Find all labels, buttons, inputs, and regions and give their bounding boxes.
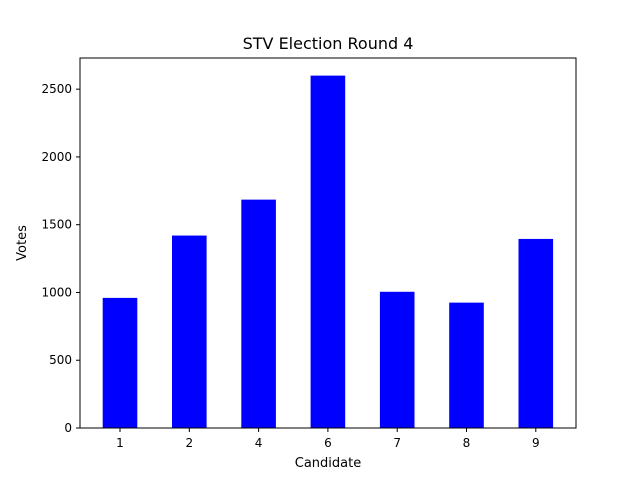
y-axis-label: Votes [15,225,30,261]
bar-candidate-7 [379,291,415,428]
y-tick-label: 2500 [41,82,72,96]
bar-candidate-6 [310,75,346,429]
x-tick-label: 8 [463,436,471,450]
plot-area-frame [79,57,577,429]
y-tick-label: 2000 [41,150,72,164]
bar-candidate-4 [241,199,276,428]
bars-group [102,75,554,429]
chart-title: STV Election Round 4 [243,34,414,53]
y-tick-label: 0 [64,421,72,435]
x-axis-ticks: 1 2 4 6 7 8 9 [116,428,540,450]
y-tick-label: 1000 [41,285,72,299]
bar-candidate-8 [449,302,484,428]
x-axis-label: Candidate [295,456,361,471]
x-tick-label: 9 [532,436,540,450]
bar-candidate-1 [102,297,138,428]
x-tick-label: 1 [116,436,124,450]
bar-candidate-2 [172,235,207,428]
x-tick-label: 6 [324,436,332,450]
y-tick-label: 1500 [41,218,72,232]
x-tick-label: 4 [255,436,263,450]
y-tick-label: 500 [49,353,72,367]
y-axis-ticks: 0 500 1000 1500 2000 2500 [41,82,80,435]
x-tick-label: 7 [393,436,401,450]
bar-candidate-9 [518,238,554,428]
x-tick-label: 2 [185,436,193,450]
